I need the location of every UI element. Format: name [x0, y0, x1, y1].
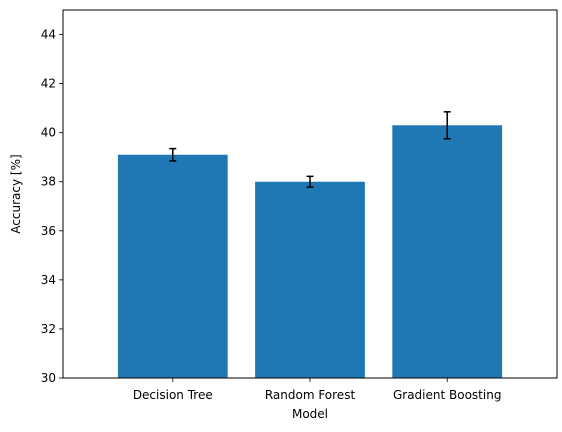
x-tick-label: Decision Tree [133, 388, 213, 402]
y-axis-label: Accuracy [%] [9, 154, 23, 233]
bar-random-forest [255, 181, 365, 378]
x-tick-label: Gradient Boosting [393, 388, 501, 402]
y-tick-label: 44 [41, 28, 56, 42]
x-axis-ticks: Decision Tree Random Forest Gradient Boost… [133, 378, 501, 402]
y-tick-label: 30 [41, 371, 56, 385]
y-tick-label: 36 [41, 224, 56, 238]
error-bar-decision-tree [169, 147, 177, 162]
y-axis-ticks: 30 32 34 36 38 40 42 44 [41, 28, 63, 385]
error-bars-layer [169, 111, 451, 188]
bars-layer [117, 125, 503, 378]
error-bar-random-forest [306, 175, 314, 188]
y-tick-label: 38 [41, 175, 56, 189]
bar-decision-tree [117, 154, 228, 378]
y-tick-label: 42 [41, 77, 56, 91]
y-tick-label: 32 [41, 322, 56, 336]
bar-gradient-boosting [392, 125, 503, 378]
x-tick-label: Random Forest [265, 388, 356, 402]
x-axis-label: Model [292, 407, 328, 421]
y-tick-label: 40 [41, 126, 56, 140]
y-tick-label: 34 [41, 273, 56, 287]
error-bar-gradient-boosting [443, 111, 451, 140]
